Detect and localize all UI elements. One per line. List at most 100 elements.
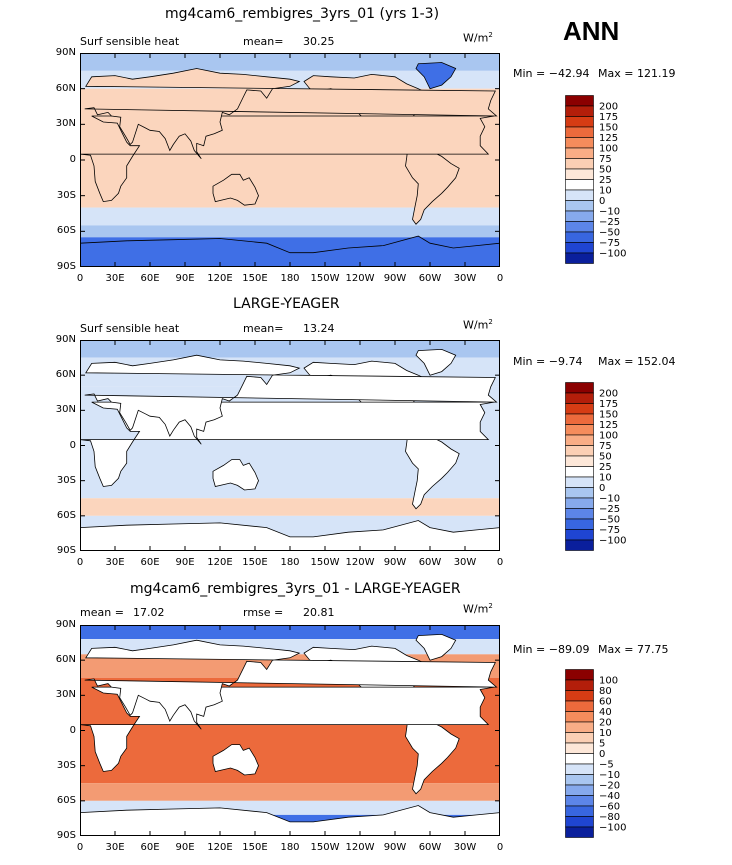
colorbar-label: −100 <box>599 536 626 547</box>
lat-tick-label: 30S <box>56 189 76 201</box>
lat-tick-label: 90S <box>56 545 76 556</box>
colorbar-label: 75 <box>599 154 612 165</box>
field-band <box>80 498 500 516</box>
colorbar-label: 10 <box>599 728 612 739</box>
coastline-eurasia <box>84 68 498 160</box>
variable-label: Surf sensible heat <box>80 322 180 335</box>
lat-tick-label: 30S <box>56 759 76 771</box>
colorbar-swatch <box>565 252 594 264</box>
lon-tick-label: 0 <box>76 842 84 853</box>
lon-tick-label: 180 <box>280 557 300 568</box>
colorbar-label: 125 <box>599 420 618 431</box>
colorbar-label: −75 <box>599 238 620 249</box>
colorbar-label: 175 <box>599 112 618 123</box>
colorbar-swatch <box>565 763 594 775</box>
colorbar-swatch <box>565 679 594 691</box>
colorbar-swatch <box>565 669 594 681</box>
colorbar-swatch <box>565 805 594 817</box>
colorbar-swatch <box>565 116 594 128</box>
lon-tick-label: 120E <box>207 842 233 853</box>
coastline-antarctica <box>80 520 500 551</box>
colorbar-label: 125 <box>599 133 618 144</box>
lon-tick-label: 0 <box>76 557 84 568</box>
colorbar-label: −100 <box>599 823 626 834</box>
map-panel-3 <box>80 625 500 836</box>
colorbar-swatch <box>565 413 594 425</box>
lon-tick-label: 90E <box>175 557 195 568</box>
lon-tick-label: 30W <box>453 842 477 853</box>
lon-tick-label: 120W <box>345 273 375 284</box>
lon-tick-label: 120W <box>345 557 375 568</box>
min-value: Min = −9.74 <box>513 355 583 368</box>
colorbar-swatch <box>565 231 594 243</box>
lon-tick-label: 0 <box>76 273 84 284</box>
lon-tick-label: 180 <box>280 273 300 284</box>
map-panel-1 <box>80 53 500 267</box>
colorbar-label: 150 <box>599 410 618 421</box>
coastline-africa <box>80 686 495 772</box>
lon-tick-label: 60E <box>140 273 160 284</box>
colorbar-swatch <box>565 189 594 201</box>
variable-label: Surf sensible heat <box>80 35 180 48</box>
lat-tick-label: 30S <box>56 474 76 486</box>
colorbar-swatch <box>565 497 594 509</box>
colorbar-label: −50 <box>599 515 620 526</box>
lon-tick-label: 30E <box>105 842 125 853</box>
lon-tick-label: 30W <box>453 557 477 568</box>
lon-tick-label: 150E <box>242 557 268 568</box>
colorbar-label: −60 <box>599 802 620 813</box>
colorbar-label: 75 <box>599 441 612 452</box>
lon-tick-label: 120E <box>207 557 233 568</box>
colorbar-label: 100 <box>599 144 618 155</box>
lon-tick-label: 150W <box>310 273 340 284</box>
lat-tick-label: 90N <box>55 47 76 58</box>
units-label: W/m2 <box>463 31 493 45</box>
lon-tick-label: 180 <box>280 842 300 853</box>
lat-tick-label: 90S <box>56 830 76 841</box>
lon-tick-label: 30W <box>453 273 477 284</box>
lon-tick-label: 60W <box>418 557 442 568</box>
colorbar-swatch <box>565 784 594 796</box>
colorbar-swatch <box>565 105 594 117</box>
coastline-eurasia <box>84 639 498 730</box>
lat-tick-label: 90N <box>55 619 76 630</box>
colorbar-label: −100 <box>599 249 626 260</box>
coastline-australia <box>212 744 259 776</box>
lat-tick-label: 60N <box>55 82 76 94</box>
colorbar-label: 50 <box>599 165 612 176</box>
colorbar-swatch <box>565 518 594 530</box>
lon-tick-label: 90W <box>383 842 407 853</box>
colorbar-swatch <box>565 466 594 478</box>
lon-tick-label: 120W <box>345 842 375 853</box>
colorbar-swatch <box>565 732 594 744</box>
lat-tick-label: 60S <box>56 794 76 806</box>
colorbar-label: −20 <box>599 781 620 792</box>
colorbar-swatch <box>565 753 594 765</box>
rmse-value: 20.81 <box>303 606 335 619</box>
lon-tick-label: 0 <box>496 273 504 284</box>
lon-tick-label: 60W <box>418 273 442 284</box>
colorbar-label: −10 <box>599 494 620 505</box>
lat-tick-label: 0 <box>69 154 76 165</box>
colorbar-swatch <box>565 424 594 436</box>
colorbar-swatch <box>565 721 594 733</box>
coastline-eurasia <box>84 354 498 445</box>
colorbar-label: −75 <box>599 525 620 536</box>
lat-tick-label: 60N <box>55 654 76 666</box>
lat-tick-label: 30N <box>55 689 76 701</box>
colorbar-swatch <box>565 403 594 415</box>
colorbar-label: 5 <box>599 739 605 750</box>
colorbar-label: 200 <box>599 389 618 400</box>
colorbar-label: 25 <box>599 175 612 186</box>
lon-tick-label: 0 <box>496 842 504 853</box>
min-value: Min = −42.94 <box>513 67 590 80</box>
colorbar-label: −10 <box>599 770 620 781</box>
colorbar-swatch <box>565 774 594 786</box>
colorbar-swatch <box>565 126 594 138</box>
colorbar-label: 40 <box>599 707 612 718</box>
coastline-africa <box>80 115 495 203</box>
lat-tick-label: 60N <box>55 369 76 381</box>
lat-tick-label: 30N <box>55 118 76 130</box>
lat-tick-label: 90N <box>55 334 76 345</box>
